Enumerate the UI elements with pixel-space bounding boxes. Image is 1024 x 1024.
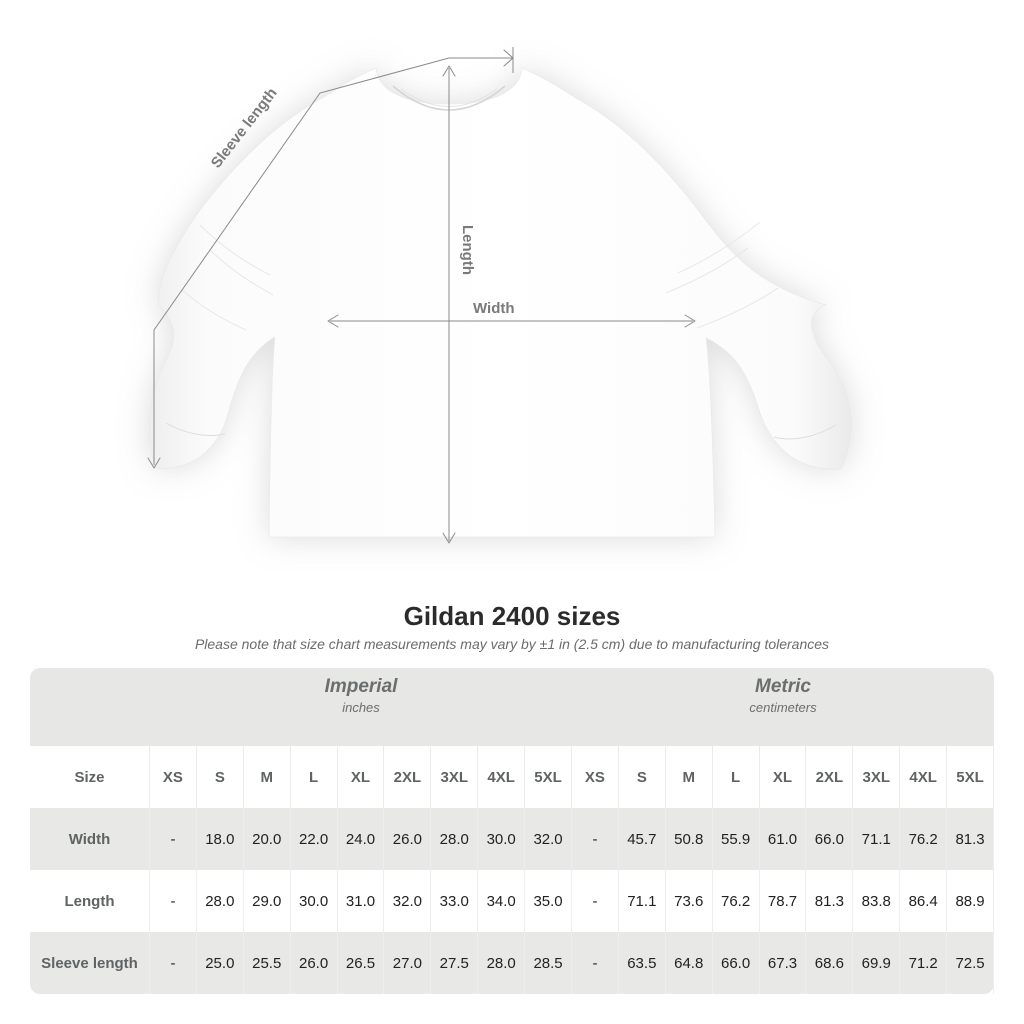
svg-text:Width: Width	[473, 300, 515, 317]
svg-text:Length: Length	[459, 225, 476, 275]
